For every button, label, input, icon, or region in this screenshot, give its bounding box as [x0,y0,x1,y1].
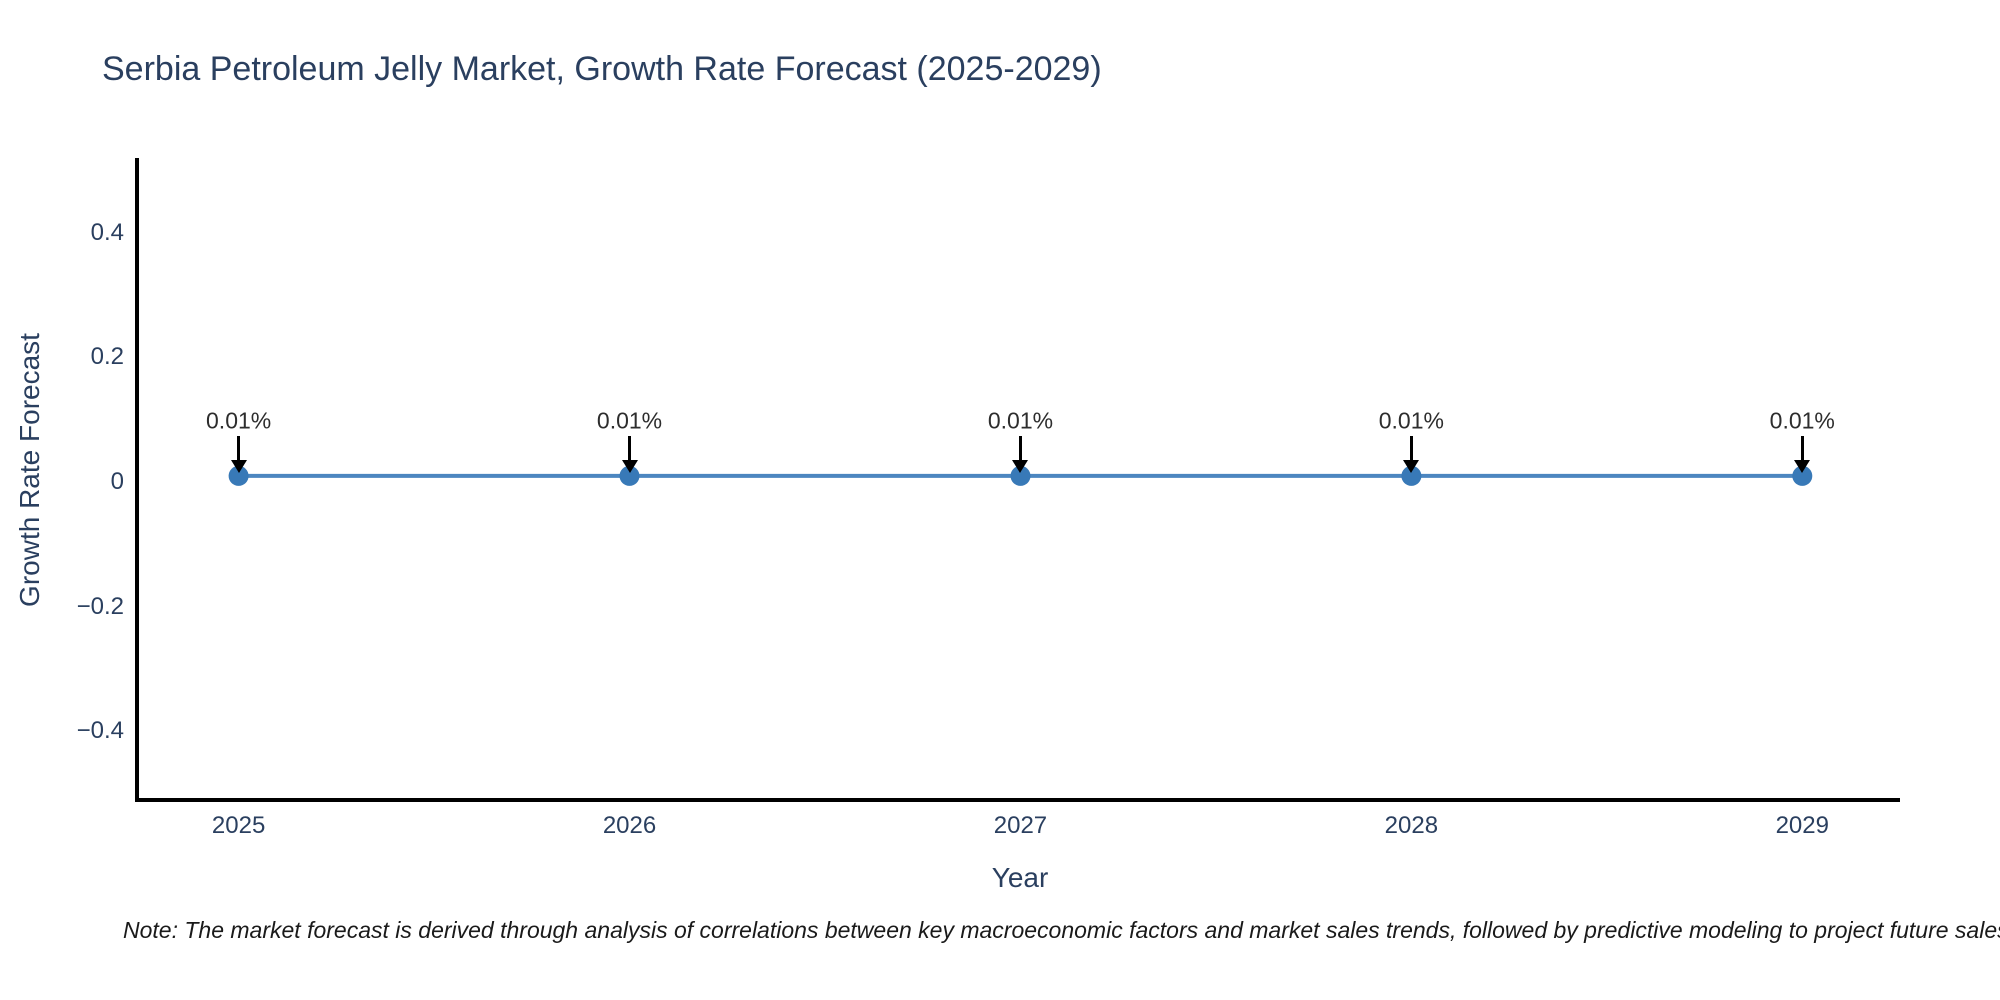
annotation-arrow-shaft [1018,435,1022,460]
point-value-label: 0.01% [206,407,272,434]
y-tick-label: −0.2 [76,592,124,620]
x-tick-label: 2025 [211,812,266,839]
x-tick-label: 2026 [602,812,657,839]
x-tick-label: 2027 [993,812,1048,839]
annotation-arrow-shaft [1800,435,1804,460]
point-value-label: 0.01% [1769,407,1835,434]
footnote: Note: The market forecast is derived thr… [123,917,2000,943]
point-value-label: 0.01% [596,407,663,434]
x-axis-line [135,798,1900,802]
x-tick-label: 2029 [1775,812,1829,839]
annotation-arrow-shaft [1409,435,1413,460]
annotation-arrowhead-icon [1794,459,1811,473]
point-value-label: 0.01% [1378,407,1444,434]
x-tick-label: 2028 [1384,812,1439,839]
annotation-arrow-shaft [628,435,632,460]
annotation-arrowhead-icon [230,459,247,473]
y-axis-line [135,158,139,802]
x-axis-title: Year [991,862,1049,893]
annotation-arrowhead-icon [1403,459,1420,473]
chart-title: Serbia Petroleum Jelly Market, Growth Ra… [102,50,1102,88]
annotation-arrow-shaft [237,435,241,460]
y-tick-label: −0.4 [76,717,124,745]
y-tick-label: 0 [110,468,124,496]
annotation-arrowhead-icon [1012,459,1029,473]
annotation-arrowhead-icon [621,459,638,473]
y-tick-label: 0.2 [90,343,124,371]
y-tick-label: 0.4 [90,218,124,246]
point-value-label: 0.01% [987,407,1054,434]
